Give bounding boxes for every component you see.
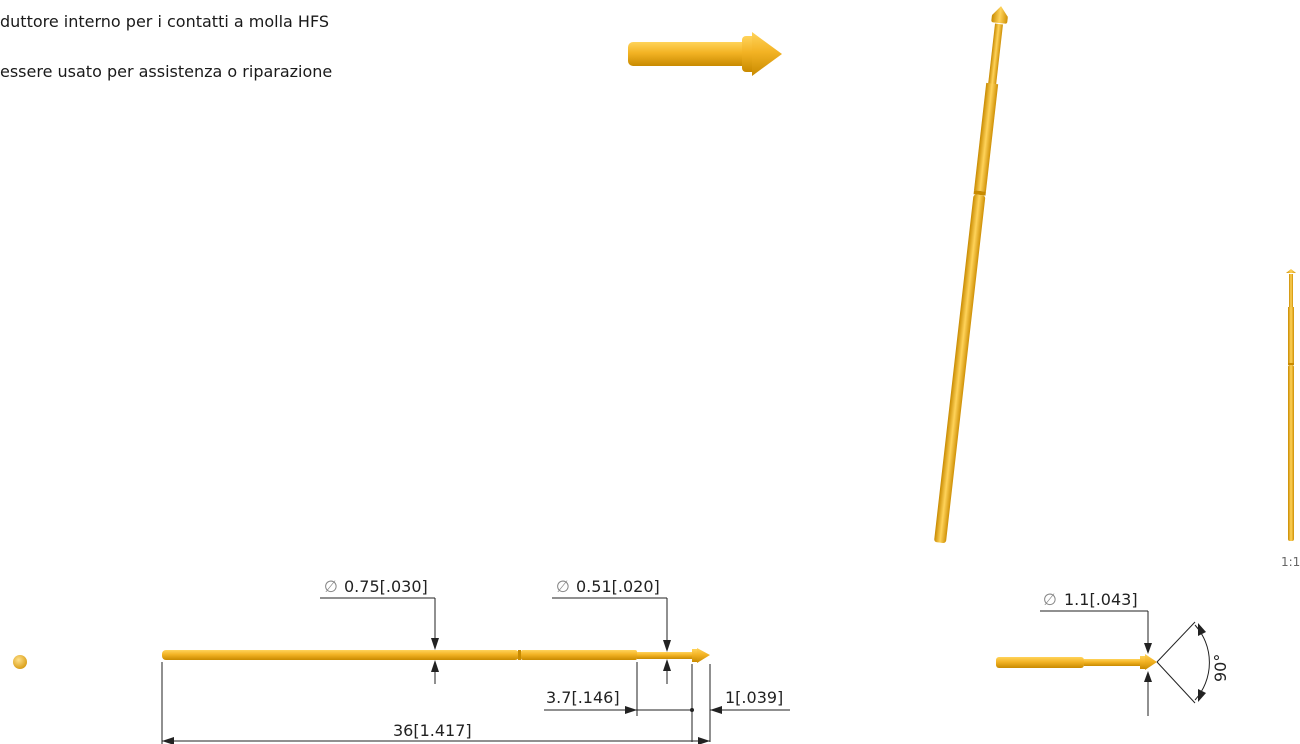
pin-head-detail bbox=[628, 32, 782, 76]
dim-angle-tip-label: 90° bbox=[1211, 654, 1230, 682]
dim-angle-tip: 90° bbox=[1156, 621, 1230, 704]
dim-diam-head: ∅ 1.1[.043] bbox=[1040, 590, 1152, 716]
dim-len-step: 3.7[.146] bbox=[544, 688, 694, 714]
dim-diam-tip-shaft-label: 0.51[.020] bbox=[576, 577, 660, 596]
dim-len-total: 36[1.417] bbox=[162, 721, 710, 744]
pin-scale-1-1 bbox=[1286, 269, 1296, 541]
dim-diam-body: ∅ 0.75[.030] bbox=[320, 577, 439, 684]
dim-diam-tip-shaft: ∅ 0.51[.020] bbox=[552, 577, 671, 684]
dim-diam-head-label: 1.1[.043] bbox=[1064, 590, 1138, 609]
pin-end-view bbox=[13, 655, 27, 669]
description-line-2: essere usato per assistenza o riparazion… bbox=[0, 62, 333, 81]
dim-len-tip-label: 1[.039] bbox=[725, 688, 783, 707]
description-line-1: duttore interno per i contatti a molla H… bbox=[0, 12, 330, 31]
diameter-symbol: ∅ bbox=[324, 577, 338, 596]
dim-diam-body-label: 0.75[.030] bbox=[344, 577, 428, 596]
dim-len-total-label: 36[1.417] bbox=[393, 721, 472, 740]
scale-label: 1:1 bbox=[1281, 555, 1300, 569]
pin-isometric-view bbox=[934, 6, 1008, 544]
pin-tip-side-view bbox=[996, 654, 1157, 670]
diameter-symbol: ∅ bbox=[1043, 590, 1057, 609]
diameter-symbol: ∅ bbox=[556, 577, 570, 596]
pin-side-view bbox=[162, 648, 710, 663]
dim-len-tip: 1[.039] bbox=[710, 688, 790, 714]
dim-len-step-label: 3.7[.146] bbox=[546, 688, 620, 707]
